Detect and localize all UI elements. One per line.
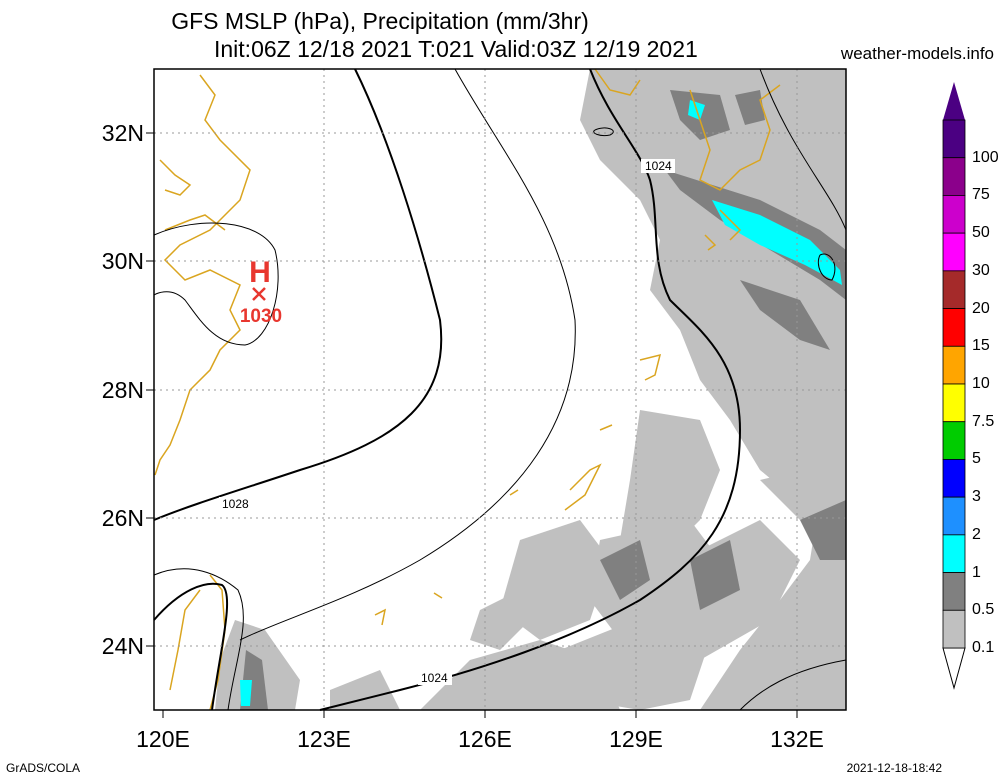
lat-label-24n: 24N [101, 633, 144, 659]
footer-timestamp: 2021-12-18-18:42 [846, 761, 942, 775]
colorbar-top-arrow [943, 82, 965, 120]
colorbar-bottom-arrow [942, 647, 966, 690]
colorbar-label: 3 [972, 488, 981, 506]
colorbar-label: 2 [972, 525, 981, 543]
colorbar-label: 1 [972, 563, 981, 581]
colorbar-label: 30 [972, 261, 990, 279]
colorbar-segment [942, 534, 966, 573]
colorbar-label: 5 [972, 450, 981, 468]
colorbar-label: 7.5 [972, 412, 995, 430]
isobar-label-1028: 1028 [222, 497, 249, 511]
map-frame [153, 68, 847, 711]
map-title-line2: Init:06Z 12/18 2021 T:021 Valid:03Z 12/1… [214, 36, 698, 62]
colorbar-label: 50 [972, 224, 990, 242]
colorbar-segment [942, 421, 966, 460]
colorbar-segment [942, 270, 966, 309]
high-center-x-icon [252, 287, 266, 301]
colorbar [942, 82, 966, 690]
colorbar-segment [942, 157, 966, 196]
high-pressure-symbol: H [249, 256, 271, 289]
colorbar-segment [942, 459, 966, 498]
lat-label-28n: 28N [101, 377, 144, 403]
site-credit: weather-models.info [840, 44, 994, 63]
colorbar-segment [942, 609, 966, 649]
colorbar-segment [942, 308, 966, 347]
colorbar-label: 20 [972, 299, 990, 317]
colorbar-label: 10 [972, 375, 990, 392]
colorbar-segment [942, 345, 966, 385]
colorbar-label: 0.1 [972, 639, 995, 656]
colorbar-segment [942, 119, 966, 159]
grid-lines [154, 69, 846, 710]
isobar-label-group: 1024 1028 1024 [219, 159, 675, 685]
high-pressure-center: H 1030 [240, 256, 282, 327]
colorbar-segment [942, 383, 966, 423]
lat-label-30n: 30N [101, 248, 144, 274]
lon-label-132e: 132E [770, 726, 824, 752]
map-title-line1: GFS MSLP (hPa), Precipitation (mm/3hr) [171, 8, 589, 34]
colorbar-segment [942, 496, 966, 536]
isobar-label-1024-lower: 1024 [421, 671, 448, 685]
colorbar-label: 0.5 [972, 601, 995, 619]
precip-heavy-areas [240, 100, 842, 706]
footer-software-credit: GrADS/COLA [6, 761, 81, 775]
colorbar-segment [942, 195, 966, 234]
axis-ticks [146, 132, 798, 718]
colorbar-segment [942, 232, 966, 272]
lon-label-123e: 123E [297, 726, 351, 752]
colorbar-segment [942, 572, 966, 611]
lat-label-26n: 26N [101, 505, 144, 531]
isobars [153, 68, 847, 711]
colorbar-label: 100 [972, 148, 999, 166]
precip-light-areas [215, 69, 846, 710]
colorbar-label: 75 [972, 186, 990, 204]
lon-label-126e: 126E [458, 726, 512, 752]
lon-label-120e: 120E [136, 726, 190, 752]
lon-label-129e: 129E [609, 726, 663, 752]
lat-label-32n: 32N [101, 120, 144, 146]
high-pressure-value: 1030 [240, 306, 282, 327]
colorbar-label: 15 [972, 337, 990, 355]
isobar-label-1024-upper: 1024 [645, 159, 672, 173]
